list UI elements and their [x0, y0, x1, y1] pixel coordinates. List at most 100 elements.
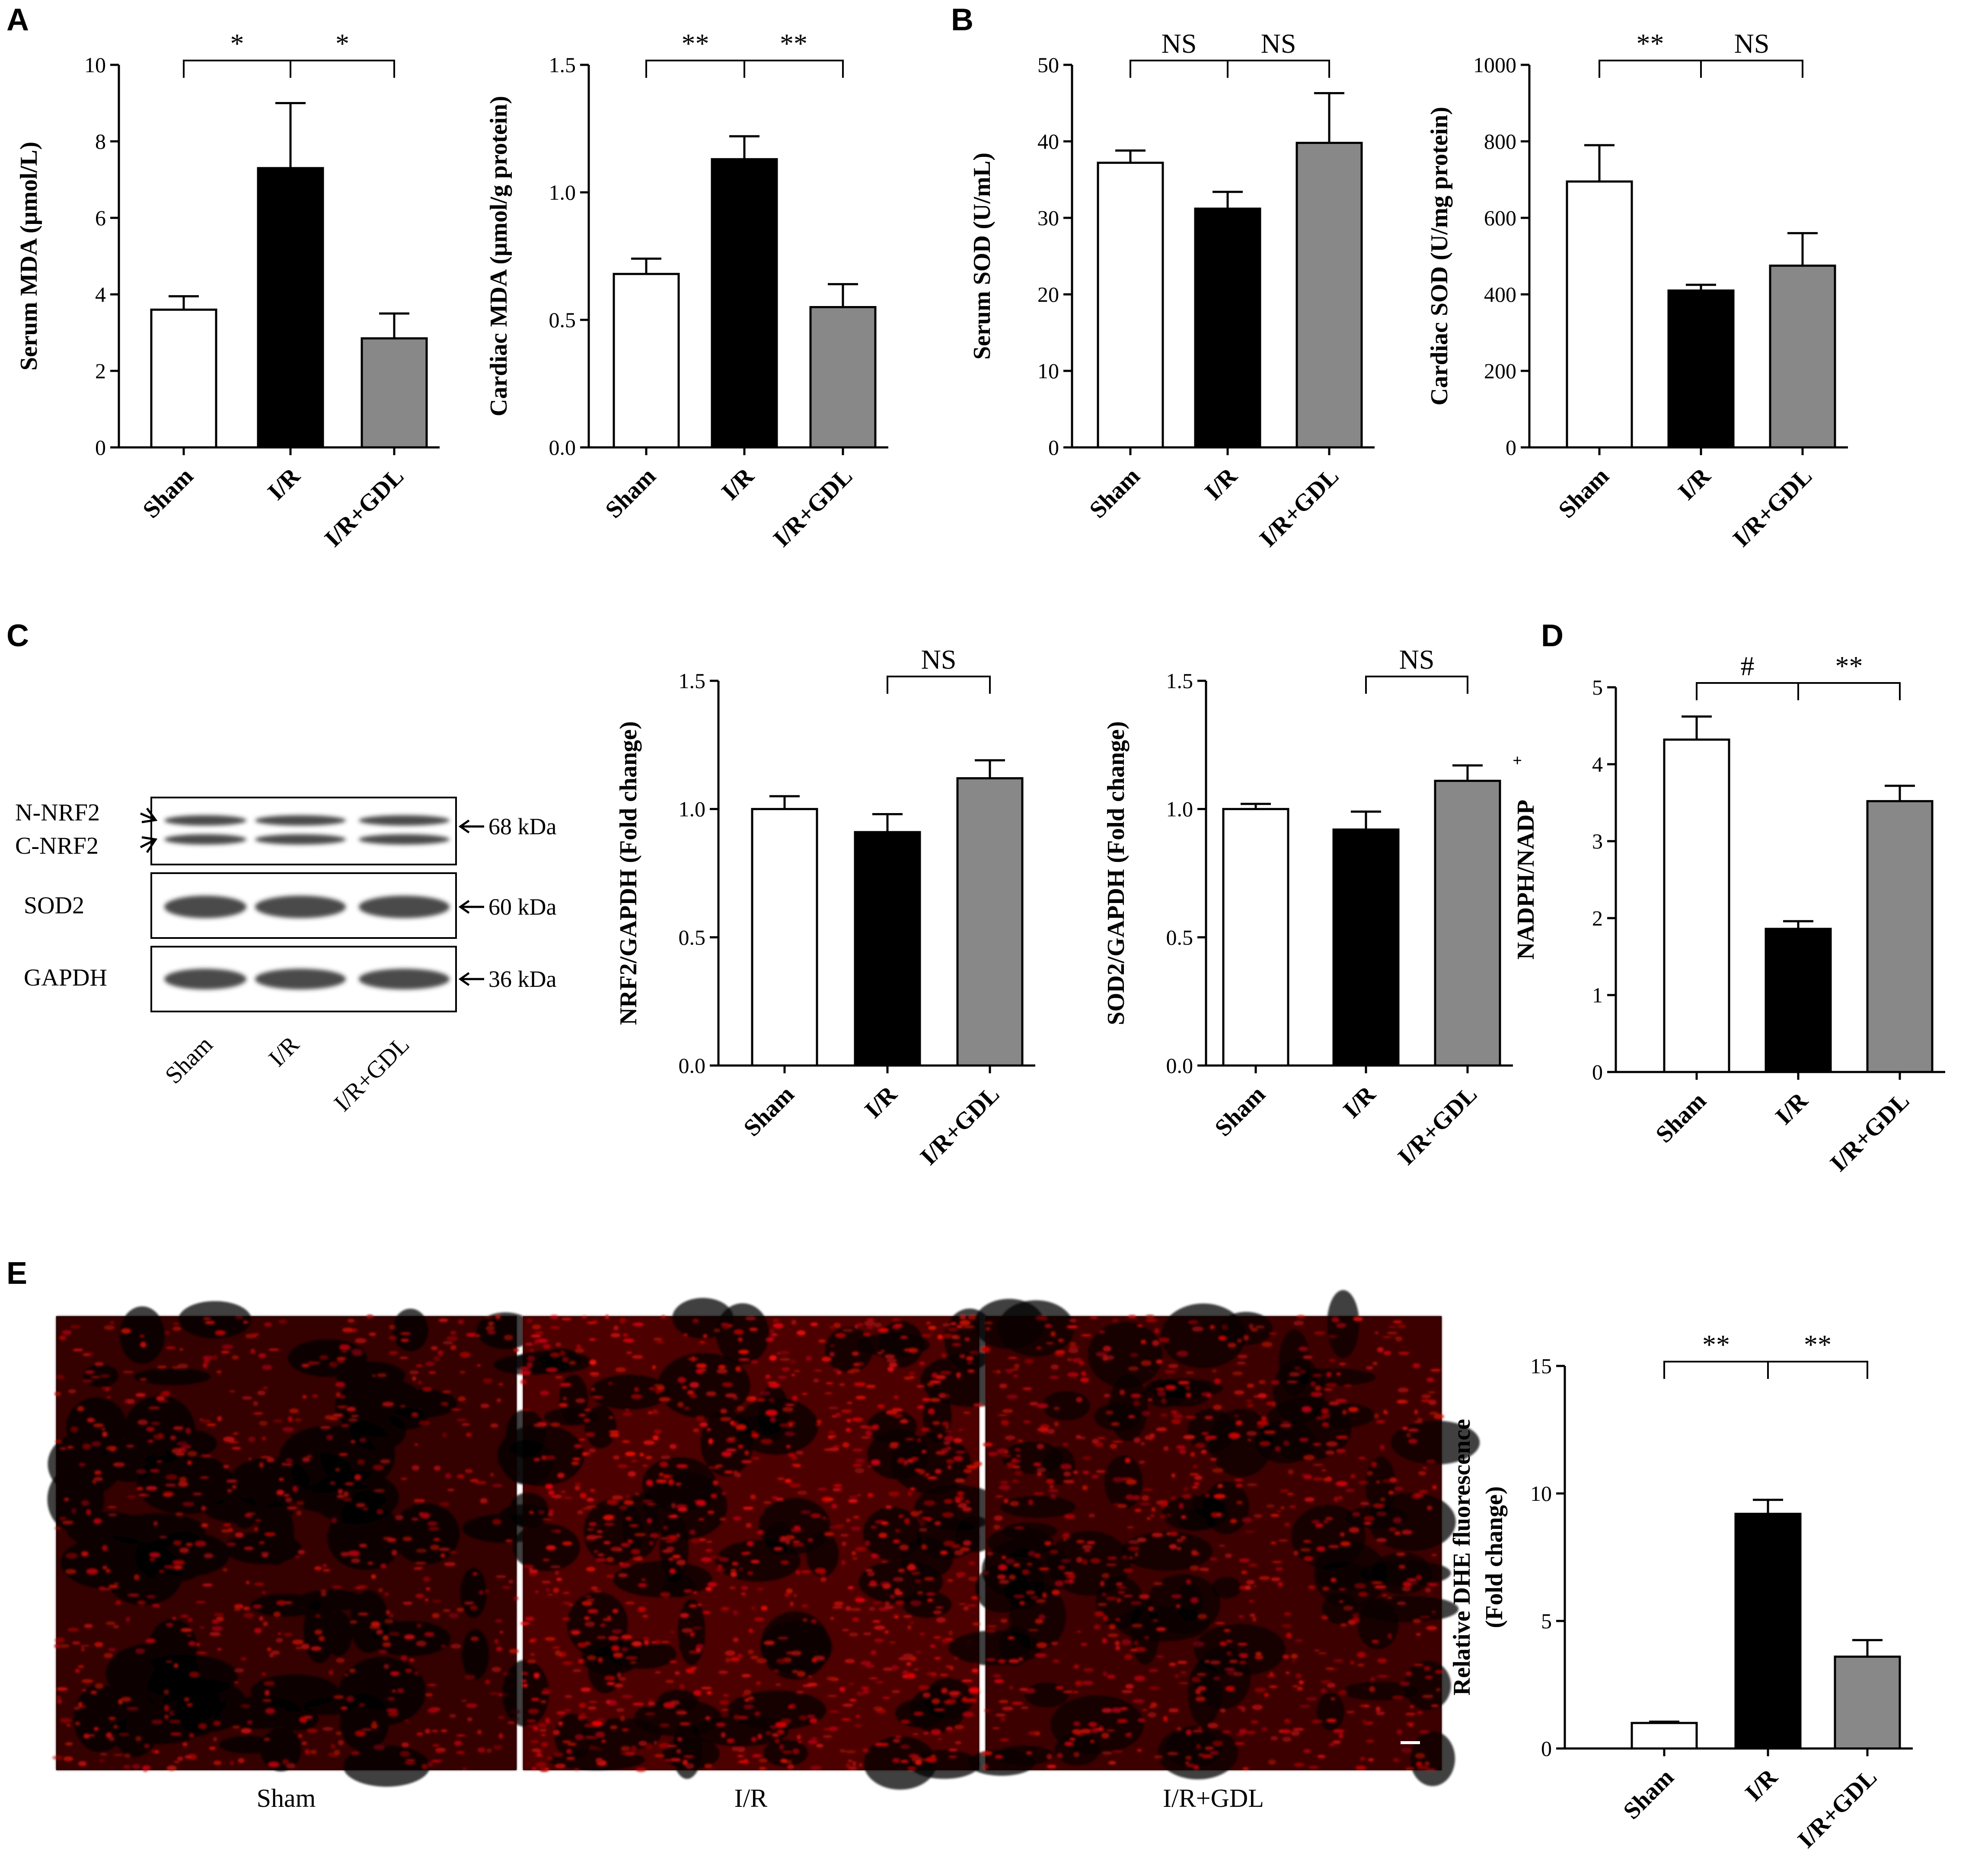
nucleus [444, 1562, 456, 1567]
nucleus [1148, 1607, 1154, 1611]
nucleus [1121, 1478, 1133, 1480]
nucleus [751, 1560, 759, 1563]
nucleus [595, 1732, 605, 1737]
nucleus [264, 1322, 272, 1327]
nucleus [95, 1683, 104, 1689]
nucleus [227, 1480, 237, 1483]
nucleus [1176, 1604, 1181, 1608]
nucleus [300, 1717, 307, 1723]
nucleus [931, 1755, 936, 1758]
nucleus [347, 1696, 354, 1702]
nucleus [173, 1560, 185, 1565]
nucleus [828, 1435, 834, 1439]
nucleus [692, 1591, 698, 1594]
nucleus [187, 1704, 192, 1707]
nucleus [282, 1463, 286, 1465]
nucleus [861, 1687, 869, 1690]
nucleus [1311, 1520, 1320, 1524]
nucleus [726, 1448, 737, 1452]
nucleus [265, 1533, 275, 1536]
tissue-gap [1042, 1391, 1091, 1421]
nucleus [868, 1465, 872, 1468]
nucleus [751, 1607, 755, 1609]
nucleus [546, 1594, 554, 1596]
nucleus [922, 1428, 929, 1431]
x-tick-label: Sham [1554, 463, 1615, 523]
nucleus [963, 1712, 974, 1717]
nucleus [1336, 1449, 1346, 1453]
nucleus [930, 1645, 935, 1648]
nucleus [214, 1761, 221, 1765]
nucleus [1408, 1723, 1413, 1727]
nucleus [1275, 1446, 1280, 1452]
nucleus [903, 1653, 913, 1658]
significance-bracket [1663, 1361, 1769, 1379]
nucleus [395, 1515, 403, 1520]
nucleus [558, 1722, 563, 1726]
nucleus [1313, 1374, 1322, 1377]
nucleus [868, 1583, 878, 1587]
nucleus [907, 1459, 914, 1463]
nucleus [1247, 1731, 1256, 1734]
nucleus [77, 1406, 84, 1411]
nucleus [567, 1757, 575, 1760]
nucleus [678, 1507, 687, 1512]
nucleus [1076, 1397, 1082, 1402]
nucleus [578, 1659, 584, 1663]
nucleus [779, 1538, 791, 1542]
nucleus [400, 1332, 411, 1335]
nucleus [823, 1735, 833, 1738]
significance-label: * [335, 28, 349, 59]
nucleus [889, 1641, 897, 1644]
nucleus [241, 1704, 250, 1707]
nucleus [579, 1439, 586, 1441]
nucleus [55, 1440, 62, 1443]
nucleus [362, 1508, 368, 1510]
nucleus [793, 1748, 799, 1754]
nucleus [1247, 1483, 1258, 1487]
nucleus [495, 1575, 507, 1578]
nucleus [169, 1711, 174, 1716]
tissue-gap [890, 1434, 972, 1494]
nucleus [1427, 1391, 1436, 1394]
nucleus [531, 1698, 539, 1701]
nucleus [201, 1523, 208, 1528]
kda-label-60: 60 kDa [488, 894, 556, 920]
nucleus [152, 1604, 160, 1607]
tissue-gap [1054, 1733, 1101, 1766]
nucleus [944, 1701, 951, 1704]
nucleus [132, 1764, 140, 1769]
nucleus [645, 1456, 652, 1459]
nucleus [1222, 1324, 1228, 1330]
nucleus [1357, 1652, 1366, 1658]
nucleus [1343, 1606, 1353, 1611]
nucleus [177, 1442, 188, 1445]
nucleus [232, 1355, 239, 1360]
nucleus [182, 1445, 191, 1448]
nucleus [150, 1558, 155, 1561]
nucleus [1110, 1444, 1117, 1449]
nucleus [405, 1720, 408, 1722]
nucleus [475, 1481, 486, 1484]
nucleus [766, 1410, 777, 1416]
nucleus [405, 1762, 415, 1764]
nucleus [1401, 1748, 1413, 1753]
nucleus [1402, 1586, 1411, 1592]
nucleus [917, 1591, 923, 1595]
nucleus [867, 1571, 874, 1576]
nucleus [818, 1339, 826, 1343]
nucleus [400, 1751, 410, 1756]
nucleus [320, 1589, 327, 1592]
nucleus [670, 1569, 675, 1573]
nucleus [836, 1371, 842, 1375]
nucleus [1080, 1378, 1089, 1382]
nucleus [661, 1455, 670, 1459]
nucleus [732, 1562, 738, 1566]
nucleus [1295, 1728, 1300, 1733]
nucleus [1013, 1375, 1018, 1377]
nucleus [1171, 1595, 1181, 1598]
nucleus [1117, 1586, 1127, 1589]
nucleus [1432, 1611, 1436, 1613]
nucleus [982, 1751, 992, 1755]
